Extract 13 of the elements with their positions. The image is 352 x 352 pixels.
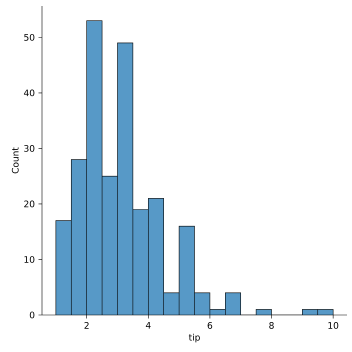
y-tick-label: 40 xyxy=(24,89,34,96)
y-tick-label: 0 xyxy=(30,312,34,318)
y-axis-title: Count xyxy=(12,147,19,174)
x-tick-label: 6 xyxy=(208,322,212,329)
x-tick-label: 4 xyxy=(146,322,151,329)
x-tick-label: 2 xyxy=(84,322,89,329)
x-tick-label: 8 xyxy=(269,322,274,329)
y-tick-label: 10 xyxy=(24,256,34,263)
x-axis-title: tip xyxy=(188,334,200,342)
y-tick-label: 50 xyxy=(24,34,34,41)
y-tick-label: 30 xyxy=(24,145,34,152)
x-tick-label: 10 xyxy=(328,322,338,329)
y-tick-label: 20 xyxy=(24,200,34,208)
